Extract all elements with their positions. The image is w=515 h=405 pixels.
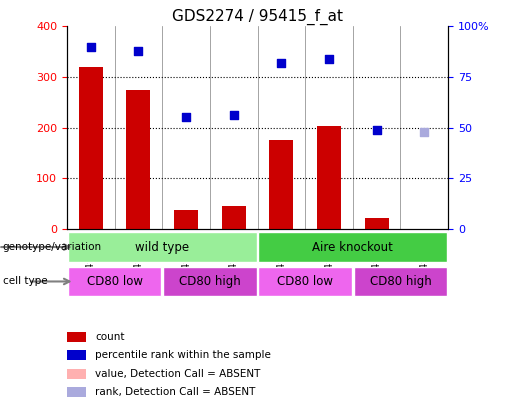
Bar (163, 267, 256, 296)
Point (325, 55, 333, 62)
Text: CD80 high: CD80 high (370, 275, 431, 288)
Text: genotype/variation: genotype/variation (3, 242, 101, 252)
Title: GDS2274 / 95415_f_at: GDS2274 / 95415_f_at (172, 9, 343, 25)
Point (134, 47, 143, 54)
Text: CD80 low: CD80 low (87, 275, 143, 288)
Bar (67, 387, 87, 397)
Text: CD80 low: CD80 low (277, 275, 333, 288)
Text: value, Detection Call = ABSENT: value, Detection Call = ABSENT (95, 369, 261, 379)
Point (230, 112, 238, 119)
Bar (79, 67, 102, 229)
Text: wild type: wild type (135, 241, 190, 254)
Text: rank, Detection Call = ABSENT: rank, Detection Call = ABSENT (95, 387, 255, 397)
Text: CD80 high: CD80 high (179, 275, 241, 288)
Bar (127, 90, 150, 229)
Text: cell type: cell type (3, 277, 47, 286)
Bar (354, 267, 447, 296)
Point (277, 60, 285, 66)
Bar (317, 126, 341, 229)
Point (87, 43, 95, 50)
Bar (269, 140, 293, 229)
Bar (222, 206, 246, 229)
Bar (67, 332, 87, 342)
Bar (68, 232, 256, 262)
Bar (259, 267, 352, 296)
Bar (67, 350, 87, 360)
Point (372, 126, 381, 133)
Point (182, 114, 190, 121)
Text: percentile rank within the sample: percentile rank within the sample (95, 350, 271, 360)
Text: count: count (95, 332, 125, 342)
Bar (174, 210, 198, 229)
Bar (68, 267, 161, 296)
Text: Aire knockout: Aire knockout (312, 241, 393, 254)
Bar (259, 232, 447, 262)
Bar (365, 218, 388, 229)
Point (420, 128, 428, 135)
Bar (67, 369, 87, 379)
